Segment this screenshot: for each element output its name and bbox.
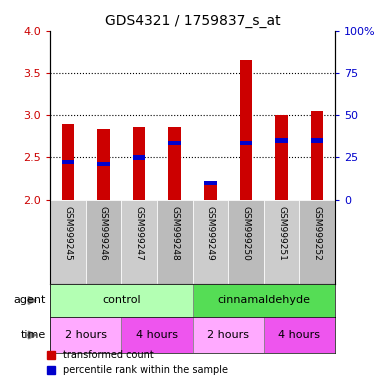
Bar bbox=[97, 162, 110, 166]
Text: GSM999248: GSM999248 bbox=[170, 207, 179, 261]
Bar bbox=[240, 60, 252, 200]
Text: cinnamaldehyde: cinnamaldehyde bbox=[217, 295, 310, 306]
Bar bbox=[192, 317, 264, 353]
Legend: transformed count, percentile rank within the sample: transformed count, percentile rank withi… bbox=[44, 346, 232, 379]
Bar bbox=[169, 141, 181, 145]
Bar bbox=[311, 139, 323, 142]
Bar bbox=[133, 127, 145, 200]
Text: control: control bbox=[102, 295, 141, 306]
Text: 4 hours: 4 hours bbox=[136, 330, 178, 340]
Text: GSM999245: GSM999245 bbox=[64, 207, 72, 261]
Bar bbox=[50, 200, 85, 284]
Bar bbox=[62, 160, 74, 164]
Bar bbox=[121, 200, 157, 284]
Text: 4 hours: 4 hours bbox=[278, 330, 320, 340]
Bar bbox=[169, 127, 181, 200]
Bar bbox=[192, 200, 228, 284]
Bar bbox=[121, 317, 192, 353]
Bar bbox=[240, 141, 252, 145]
Bar bbox=[264, 317, 335, 353]
Bar bbox=[275, 115, 288, 200]
Bar bbox=[50, 284, 192, 317]
Text: 2 hours: 2 hours bbox=[65, 330, 107, 340]
Text: GSM999250: GSM999250 bbox=[241, 207, 250, 262]
Text: time: time bbox=[21, 330, 46, 340]
Bar bbox=[85, 200, 121, 284]
Bar bbox=[275, 139, 288, 142]
Bar bbox=[204, 183, 216, 200]
Title: GDS4321 / 1759837_s_at: GDS4321 / 1759837_s_at bbox=[105, 14, 280, 28]
Bar bbox=[300, 200, 335, 284]
Text: GSM999249: GSM999249 bbox=[206, 207, 215, 261]
Bar bbox=[133, 156, 145, 160]
Text: 2 hours: 2 hours bbox=[207, 330, 249, 340]
Text: GSM999252: GSM999252 bbox=[313, 207, 321, 261]
Text: GSM999251: GSM999251 bbox=[277, 207, 286, 262]
Bar bbox=[97, 129, 110, 200]
Bar bbox=[228, 200, 264, 284]
Bar bbox=[264, 200, 300, 284]
Bar bbox=[192, 284, 335, 317]
Bar bbox=[50, 317, 121, 353]
Bar bbox=[157, 200, 192, 284]
Bar bbox=[62, 124, 74, 200]
Bar bbox=[204, 181, 216, 185]
Bar bbox=[311, 111, 323, 200]
Text: GSM999246: GSM999246 bbox=[99, 207, 108, 261]
Text: GSM999247: GSM999247 bbox=[135, 207, 144, 261]
Text: agent: agent bbox=[14, 295, 46, 306]
